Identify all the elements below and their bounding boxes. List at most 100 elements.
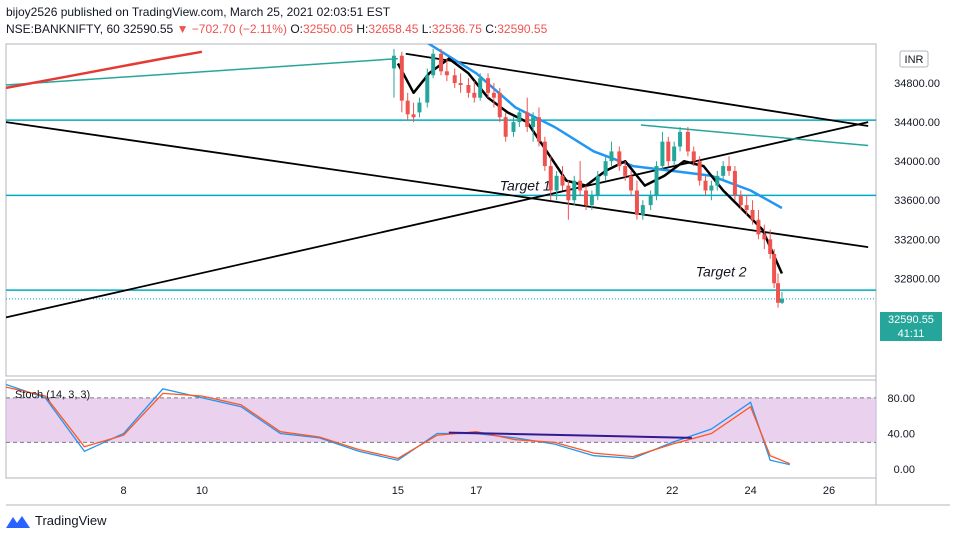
candle-body [672,146,677,162]
candle-body [572,180,577,201]
candle-body [542,141,547,167]
candle-body [768,239,773,254]
candle-body [525,112,530,127]
symbol-line: NSE:BANKNIFTY, 60 32590.55 ▼ −702.70 (−2… [6,22,547,36]
candle-body [472,92,477,98]
candle-body [762,234,767,240]
candle-body [715,175,720,186]
candle-body [640,205,645,215]
candle-body [779,298,784,303]
candle-body [391,55,396,69]
stoch-tick-label: 0.00 [894,464,915,476]
trendline-4 [640,124,869,147]
candle-body [691,151,696,162]
ma-line-2 [6,50,203,90]
annotation-target-2: Target 2 [696,263,747,279]
candle-body [399,55,404,101]
time-tick-label: 15 [392,485,404,497]
candle-body [560,175,565,186]
stoch-label: Stoch (14, 3, 3) [15,389,90,401]
candle-body [617,151,622,167]
last-price-box [880,312,942,341]
stoch-tick-label: 40.00 [887,428,915,440]
time-tick-label: 10 [196,485,208,497]
candle-body [727,166,732,171]
candle-body [452,75,457,84]
candle-body [503,117,508,137]
candle-body [491,92,496,98]
tradingview-logo[interactable]: TradingView [6,513,107,528]
candle-body [517,112,522,123]
candle-body [666,141,671,162]
time-tick-label: 22 [666,485,678,497]
candle-body [536,117,541,142]
publisher-line: bijoy2526 published on TradingView.com, … [6,5,391,19]
candle-body [417,102,422,113]
candle-body [531,117,536,127]
symbol-name: NSE:BANKNIFTY, 60 [6,22,120,36]
candle-body [678,131,683,147]
trendline-0 [6,57,398,86]
candle-body [756,219,761,235]
currency-badge-label: INR [905,54,924,66]
candle-body [732,170,737,196]
trendline-3 [405,52,869,127]
candle-body [623,166,628,176]
candle-body [554,175,559,191]
close-label: C: [485,22,498,36]
high-label: H: [356,22,369,36]
ma-line-0 [426,44,783,210]
candle-body [772,253,777,284]
price-tick-label: 34400.00 [894,117,940,129]
price-tick-label: 34000.00 [894,156,940,168]
price-tick-label: 32800.00 [894,273,940,285]
price-change: ▼ −702.70 (−2.11%) [176,22,287,36]
candle-body [654,166,659,196]
low-label: L: [421,22,432,36]
candle-body [703,180,708,191]
countdown-label: 41:11 [898,328,925,340]
open-value: 32550.05 [302,22,354,36]
candle-body [776,283,781,303]
price-tick-label: 33200.00 [894,234,940,246]
trendline-2 [6,121,869,319]
candle-body [458,83,463,86]
candle-body [648,195,653,206]
candle-body [721,166,726,176]
candle-body [660,141,665,167]
close-value: 32590.55 [497,22,548,36]
candle-body [439,53,443,72]
candle-body [750,210,755,220]
high-value: 32658.45 [368,22,419,36]
stoch-line-1 [6,386,791,465]
candle-body [478,78,483,98]
candle-body [486,78,491,93]
candle-body [566,185,571,201]
candle-body [629,175,634,191]
candle-body [425,75,430,103]
candle-body [466,85,471,93]
stoch-band [6,397,876,443]
candle-body [444,71,449,76]
time-tick-label: 17 [470,485,482,497]
stoch-divergence-line [448,431,692,439]
time-tick-label: 8 [121,485,127,497]
low-value: 32536.75 [431,22,482,36]
candle-body [578,180,583,191]
candle-body [584,190,588,206]
time-tick-label: 26 [823,485,835,497]
candle-body [609,151,614,162]
candle-body [634,190,639,215]
stoch-tick-label: 80.00 [887,393,915,405]
tradingview-logo-icon [6,515,30,528]
candle-body [603,161,608,176]
tradingview-brand: TradingView [35,513,107,528]
time-tick-label: 24 [744,485,756,497]
candle-body [411,114,416,118]
trendline-1 [6,121,869,248]
candle-body [405,100,410,115]
candle-body [511,122,516,132]
currency-badge[interactable] [899,50,929,68]
candle-body [685,131,690,152]
